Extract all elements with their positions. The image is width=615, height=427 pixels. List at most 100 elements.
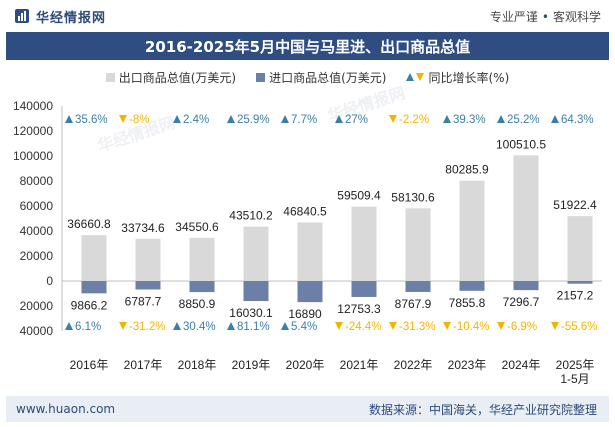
growth-value: 39.3% — [453, 114, 486, 126]
import-bar — [189, 281, 215, 293]
brand: 华经情报网 — [14, 6, 106, 26]
legend: 出口商品总值(万美元) 进口商品总值(万美元) 同比增长率(%) — [0, 68, 615, 86]
y-tick-label: 20000 — [20, 299, 54, 313]
import-growth-label: -31.3% — [389, 321, 435, 333]
import-growth-label: -10.4% — [443, 321, 489, 333]
export-bar — [81, 235, 107, 281]
export-bar — [135, 238, 161, 281]
growth-value: 27% — [345, 114, 368, 126]
y-tick-label: 80000 — [20, 174, 54, 188]
export-bar — [567, 216, 593, 281]
triangle-up-icon — [65, 115, 73, 123]
growth-value: -24.4% — [345, 321, 381, 333]
triangle-up-icon — [173, 322, 181, 330]
growth-value: -31.2% — [129, 321, 165, 333]
export-value-label: 59509.4 — [337, 189, 381, 203]
legend-import: 进口商品总值(万美元) — [256, 69, 386, 86]
export-bar — [459, 180, 485, 281]
y-tick-label: 20000 — [20, 249, 54, 263]
triangle-up-icon — [227, 322, 235, 330]
export-bar — [297, 222, 323, 281]
y-tick-label: 40000 — [20, 224, 54, 238]
export-bar — [189, 237, 215, 281]
title-band: 2016-2025年5月中国与马里进、出口商品总值 — [6, 32, 609, 60]
y-tick-label: 60000 — [20, 199, 54, 213]
export-bar — [405, 208, 431, 281]
triangle-down-icon — [119, 115, 127, 123]
growth-value: 25.9% — [237, 114, 270, 126]
import-value-label: 6787.7 — [125, 294, 162, 308]
footer-source: 数据来源：中国海关，华经产业研究院整理 — [368, 402, 597, 417]
legend-growth: 同比增长率(%) — [406, 69, 509, 86]
export-bar — [243, 226, 269, 281]
import-growth-label: 6.1% — [65, 321, 101, 333]
legend-growth-label: 同比增长率(%) — [428, 70, 510, 85]
import-bar — [567, 281, 593, 284]
export-growth-label: 2.4% — [173, 114, 209, 126]
y-tick-label: 140000 — [13, 99, 53, 113]
import-bar — [351, 281, 377, 297]
top-bar: 华经情报网 专业严谨 • 客观科学 — [0, 0, 615, 30]
growth-value: -55.6% — [561, 321, 597, 333]
y-tick-label: 0 — [46, 274, 53, 288]
import-bar — [405, 281, 431, 292]
export-growth-label: 39.3% — [443, 114, 486, 126]
import-value-label: 2157.2 — [557, 289, 594, 303]
triangle-down-icon — [119, 322, 127, 330]
triangle-down-icon — [497, 322, 505, 330]
export-growth-label: 25.2% — [497, 114, 540, 126]
triangle-up-icon — [551, 115, 559, 123]
export-growth-label: 35.6% — [65, 114, 108, 126]
growth-value: -2.2% — [399, 114, 429, 126]
export-growth-label: 25.9% — [227, 114, 270, 126]
triangle-down-icon — [335, 322, 343, 330]
x-tick-label: 2017年 — [124, 358, 163, 372]
legend-export: 出口商品总值(万美元) — [105, 69, 237, 86]
export-value-label: 100510.5 — [496, 137, 546, 151]
export-value-label: 80285.9 — [445, 163, 489, 177]
triangle-down-icon — [443, 322, 451, 330]
legend-export-label: 出口商品总值(万美元) — [118, 70, 237, 85]
tagline: 专业严谨 • 客观科学 — [490, 8, 601, 25]
triangle-down-icon — [416, 73, 425, 81]
export-value-label: 58130.6 — [391, 190, 435, 204]
triangle-down-icon — [551, 322, 559, 330]
y-tick-label: 100000 — [13, 149, 53, 163]
growth-value: -8% — [129, 114, 149, 126]
import-growth-label: -24.4% — [335, 321, 381, 333]
import-bar — [513, 281, 539, 291]
growth-value: 5.4% — [291, 321, 317, 333]
growth-value: 35.6% — [75, 114, 108, 126]
triangle-up-icon — [281, 322, 289, 330]
import-value-label: 12753.3 — [337, 302, 381, 316]
import-bar — [243, 281, 269, 302]
tagline-left: 专业严谨 — [489, 10, 538, 24]
export-growth-label: 27% — [335, 114, 368, 126]
triangle-up-icon — [443, 115, 451, 123]
x-tick-label: 2022年 — [394, 358, 433, 372]
export-value-label: 51922.4 — [553, 198, 597, 212]
growth-value: 7.7% — [291, 114, 317, 126]
growth-value: -6.9% — [507, 321, 537, 333]
x-tick-label: 2020年 — [286, 358, 325, 372]
import-growth-label: 30.4% — [173, 321, 216, 333]
import-growth-label: -6.9% — [497, 321, 537, 333]
growth-value: -31.3% — [399, 321, 435, 333]
import-value-label: 16890 — [288, 307, 322, 321]
growth-value: 6.1% — [75, 321, 101, 333]
import-bar — [81, 281, 107, 294]
triangle-up-icon — [497, 115, 505, 123]
import-value-label: 8850.9 — [179, 297, 216, 311]
export-value-label: 46840.5 — [283, 204, 327, 218]
bullet-icon: • — [541, 10, 549, 24]
growth-value: 81.1% — [237, 321, 270, 333]
export-growth-label: 7.7% — [281, 114, 317, 126]
export-value-label: 43510.2 — [229, 209, 273, 223]
export-value-label: 34550.6 — [175, 220, 219, 234]
legend-export-swatch — [105, 72, 115, 82]
logo-icon — [15, 9, 29, 23]
x-tick-label: 2021年 — [340, 358, 379, 372]
x-tick-label: 2019年 — [232, 358, 271, 372]
x-tick-label: 2025年 — [556, 358, 595, 372]
triangle-up-icon — [173, 115, 181, 123]
